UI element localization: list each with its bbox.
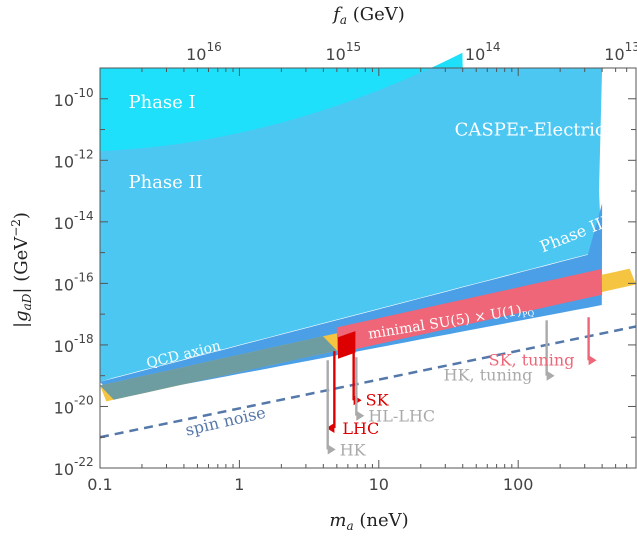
arrow-label-sk: SK [366,390,390,409]
x-axis-var: m [329,510,346,531]
arrow-label-hk-tuning: HK, tuning [444,366,533,385]
arrow-hk-tuning-head [546,370,555,381]
arrow-label-hl-lhc: HL-LHC [368,407,435,426]
top-tick-label: 10 13 [604,40,637,64]
top-axis-label: fa (GeV) [331,4,405,27]
arrow-label-hk: HK [340,441,367,460]
arrow-hk-head [327,444,336,455]
top-axis-sub: a [340,13,347,27]
top-tick-label: 10 15 [326,40,362,64]
y-tick-exp: -20 [74,393,94,407]
y-tick-label: 10 -16 [54,270,94,294]
top-tick-base: 10 [604,45,624,64]
arrow-hl-lhc-head [356,410,365,421]
arrow-sk [352,348,362,406]
minimal-su5-band [336,269,603,354]
qcd-axion-band-overlap [100,336,337,400]
y-tick-exp: -12 [74,147,94,161]
top-tick-exp: 15 [346,40,361,54]
arrows-layer [326,317,597,455]
x-tick-label: 100 [503,475,534,494]
top-tick-exp: 13 [625,40,637,54]
y-tick-base: 10 [54,460,74,479]
y-tick-base: 10 [54,337,74,356]
y-tick-exp: -16 [74,270,94,284]
arrow-sk-tuning [587,317,597,366]
top-tick-label: 10 14 [465,40,501,64]
y-tick-base: 10 [54,214,74,233]
y-axis-pre: |g [11,310,32,328]
x-tick-label: 1 [234,475,244,494]
region-phase-i [100,52,463,152]
y-tick-exp: -14 [74,209,94,223]
su5-label-sub: PQ [522,309,536,320]
y-tick-exp: -22 [74,455,94,469]
top-tick-base: 10 [326,45,346,64]
y-tick-label: 10 -22 [54,455,94,479]
y-tick-label: 10 -14 [54,209,94,233]
y-tick-base: 10 [54,275,74,294]
y-tick-base: 10 [54,398,74,417]
top-tick-base: 10 [465,45,485,64]
y-tick-label: 10 -20 [54,393,94,417]
y-tick-base: 10 [54,91,74,110]
y-tick-base: 10 [54,152,74,171]
y-tick-label: 10 -18 [54,332,94,356]
y-axis-post: | (GeV [11,236,32,294]
arrow-hk-tuning [545,320,555,381]
x-tick-label: 10 [369,475,389,494]
region-label-phase-ii: Phase II [128,172,202,193]
arrow-lhc [326,351,336,433]
top-axis-unit: (GeV) [347,4,405,25]
top-tick-exp: 14 [485,40,500,54]
region-label-casper-electric: CASPEr-Electric [455,120,605,141]
spin-noise-label: spin noise [184,403,268,440]
region-label-phase-i: Phase I [128,92,195,113]
x-axis-unit: (neV) [354,510,409,531]
plot-frame [99,67,637,469]
su5-red-end [338,331,356,359]
y-axis-exp: −2 [9,219,23,237]
bands-layer [100,268,636,402]
region-phase-ii [100,68,603,382]
arrow-sk-head [353,395,362,406]
y-tick-exp: -10 [74,86,94,100]
arrow-label-sk-tuning: SK, tuning [489,350,575,369]
x-axis-sub: a [346,519,353,533]
y-axis-sub: aD [20,293,34,310]
top-tick-label: 10 16 [186,40,222,64]
y-tick-label: 10 -10 [54,86,94,110]
arrow-label-lhc: LHC [342,419,379,438]
arrow-sk-tuning-head [588,355,597,366]
y-axis-close: ) [11,212,32,219]
arrow-lhc-head [326,423,335,433]
top-tick-exp: 16 [206,40,221,54]
x-axis-label: ma (neV) [329,510,408,533]
y-tick-label: 10 -12 [54,147,94,171]
y-tick-exp: -18 [74,332,94,346]
arrow-hk [326,360,336,455]
arrow-hl-lhc [355,357,365,421]
top-tick-base: 10 [186,45,206,64]
x-tick-label: 0.1 [87,475,112,494]
y-axis-label: |gaD| (GeV−2) [9,212,34,328]
